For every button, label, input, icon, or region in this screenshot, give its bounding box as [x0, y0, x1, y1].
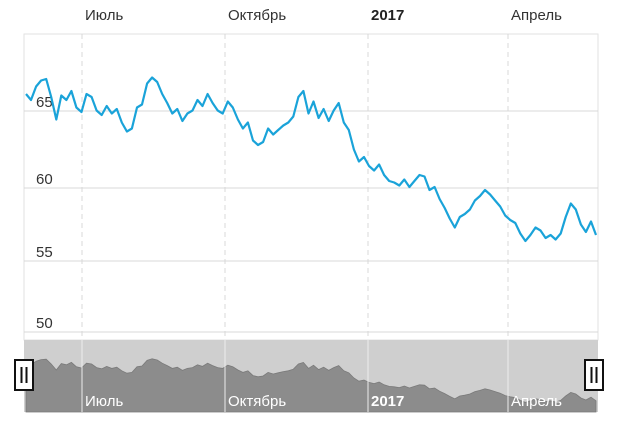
plot-area: 50 55 60 65 — [23, 33, 599, 341]
navigator-left-handle-box — [14, 359, 34, 391]
y-tick-label: 50 — [36, 315, 53, 332]
navigator-tick-label: Апрель — [511, 393, 562, 410]
navigator[interactable]: Июль Октябрь 2017 Апрель — [14, 340, 604, 413]
y-tick-label: 55 — [36, 244, 53, 261]
y-tick-label: 60 — [36, 171, 53, 188]
navigator-right-handle-box — [584, 359, 604, 391]
navigator-tick-label: 2017 — [371, 393, 404, 410]
price-line — [25, 76, 598, 243]
navigator-left-handle[interactable] — [14, 359, 34, 391]
plot-background — [23, 33, 599, 341]
navigator-tick-label: Июль — [85, 393, 123, 410]
navigator-tick-label: Октябрь — [228, 393, 286, 410]
x-tick-label: 2017 — [371, 7, 404, 24]
navigator-area — [25, 358, 597, 413]
top-x-axis: Июль Октябрь 2017 Апрель — [85, 7, 562, 24]
navigator-right-handle[interactable] — [584, 359, 604, 391]
x-tick-label: Октябрь — [228, 7, 286, 24]
x-tick-label: Апрель — [511, 7, 562, 24]
x-tick-label: Июль — [85, 7, 123, 24]
y-tick-label: 65 — [36, 94, 53, 111]
